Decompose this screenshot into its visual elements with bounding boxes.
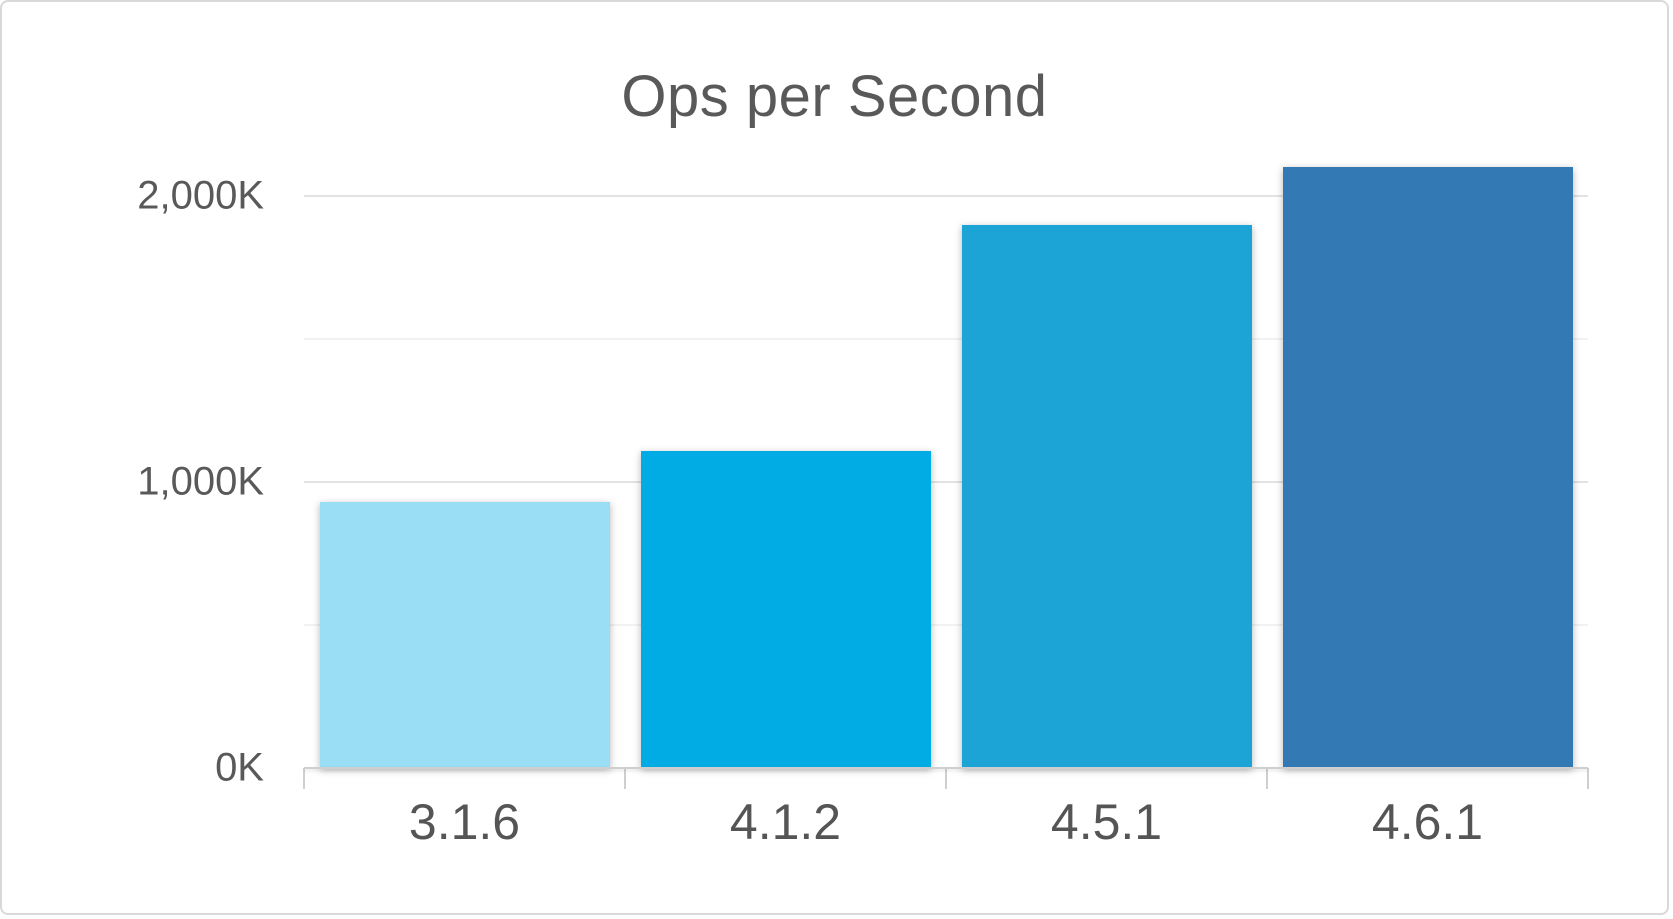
bar-3.1.6: [319, 502, 610, 768]
y-tick-label: 1,000K: [137, 459, 264, 504]
axis-tick: [1587, 768, 1589, 789]
y-tick-label: 2,000K: [137, 173, 264, 218]
major-gridline: [304, 481, 1588, 483]
x-tick-label: 3.1.6: [408, 794, 521, 850]
y-tick-label: 0K: [215, 745, 264, 790]
minor-gridline: [304, 624, 1588, 626]
x-axis-line: [304, 767, 1588, 769]
major-gridline: [304, 195, 1588, 197]
x-tick-label: 4.6.1: [1371, 794, 1484, 850]
bar-4.5.1: [961, 224, 1252, 768]
axis-tick: [624, 768, 626, 789]
axis-tick: [945, 768, 947, 789]
bar-4.6.1: [1282, 167, 1573, 768]
axis-tick: [303, 768, 305, 789]
bar-4.1.2: [640, 450, 931, 768]
axis-tick: [1266, 768, 1268, 789]
x-tick-label: 4.5.1: [1050, 794, 1163, 850]
minor-gridline: [304, 338, 1588, 340]
x-tick-label: 4.1.2: [729, 794, 842, 850]
chart-title: Ops per Second: [621, 64, 1048, 129]
